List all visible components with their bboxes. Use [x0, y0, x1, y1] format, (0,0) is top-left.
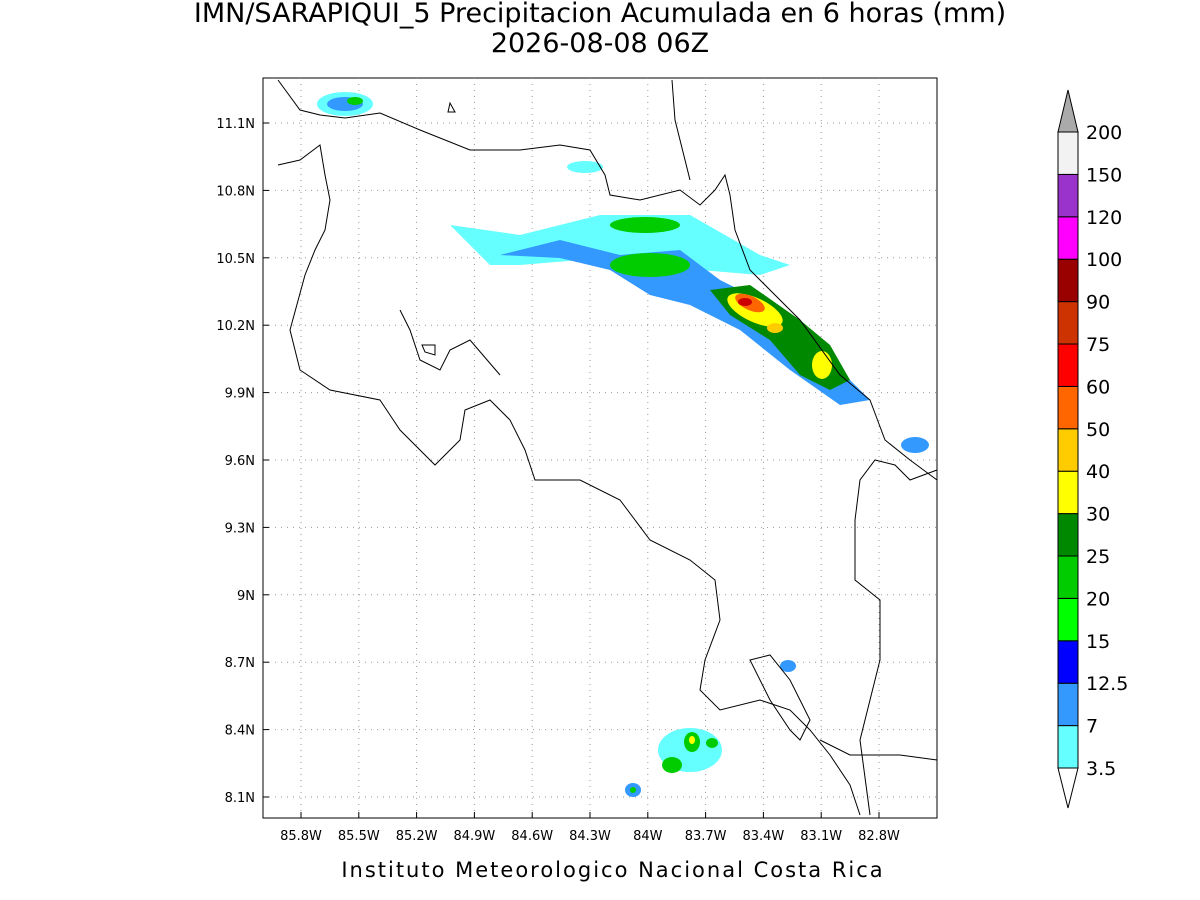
colorbar-under	[1057, 767, 1079, 809]
colorbar-box	[1057, 343, 1079, 387]
x-tick-label: 85.5W	[338, 829, 380, 844]
colorbar-label: 200	[1086, 122, 1122, 144]
colorbar-box	[1057, 216, 1079, 260]
x-tick-label: 85.8W	[280, 829, 322, 844]
precip-area	[780, 660, 796, 672]
colorbar-box	[1057, 640, 1079, 684]
precip-area	[689, 736, 695, 744]
y-tick-label: 11.1N	[216, 117, 255, 132]
precip-area	[738, 298, 752, 306]
x-tick-label: 84W	[633, 829, 663, 844]
precip-area	[630, 787, 636, 793]
map-subtitle: 2026-08-08 06Z	[491, 28, 709, 59]
y-tick-label: 9.9N	[225, 387, 255, 402]
precip-areas	[317, 92, 929, 797]
y-tick-label: 8.4N	[225, 724, 255, 739]
colorbar-label: 7	[1086, 716, 1098, 738]
colorbar-box	[1057, 513, 1079, 557]
precip-area	[901, 437, 929, 453]
x-tick-label: 83.7W	[685, 829, 727, 844]
x-tick-label: 82.8W	[858, 829, 900, 844]
colorbar-label: 40	[1086, 461, 1110, 483]
precip-area	[812, 351, 832, 379]
precip-area	[567, 161, 603, 173]
precip-area	[767, 323, 783, 333]
colorbar-box	[1057, 173, 1079, 218]
plot-area: 85.8W 85.5W 85.2W 84.9W 84.6W 84.3W 84W 83.7W 83…	[216, 77, 938, 844]
colorbar-box	[1057, 131, 1079, 175]
colorbar-box	[1057, 597, 1079, 642]
precip-area	[706, 738, 718, 748]
map-title: IMN/SARAPIQUI_5 Precipitacion Acumulada …	[194, 0, 1006, 29]
y-tick-label: 8.7N	[225, 656, 255, 671]
y-tick-label: 9N	[237, 589, 255, 604]
precip-area	[610, 217, 680, 233]
colorbar-label: 12.5	[1086, 673, 1128, 695]
colorbar-label: 25	[1086, 546, 1110, 568]
y-tick-label: 8.1N	[225, 791, 255, 806]
colorbar: 3.5 7 12.5 15 20 25 30 40 50 60 75 90 100 120 150 200	[1057, 89, 1128, 809]
colorbar-label: 120	[1086, 207, 1122, 229]
colorbar-box	[1057, 470, 1079, 515]
x-tick-label: 83.1W	[800, 829, 842, 844]
colorbar-label: 20	[1086, 588, 1110, 610]
colorbar-box	[1057, 301, 1079, 345]
colorbar-box	[1057, 258, 1079, 303]
x-tick-label: 84.6W	[511, 829, 553, 844]
precip-area	[347, 97, 363, 105]
colorbar-label: 100	[1086, 249, 1122, 271]
y-tick-label: 10.5N	[216, 252, 255, 267]
x-tick-label: 84.9W	[453, 829, 495, 844]
x-tick-label: 85.2W	[396, 829, 438, 844]
colorbar-label: 150	[1086, 164, 1122, 186]
colorbar-box	[1057, 725, 1079, 769]
y-tick-label: 9.6N	[225, 454, 255, 469]
axis-ticks: 85.8W 85.5W 85.2W 84.9W 84.6W 84.3W 84W 83.7W 83…	[216, 117, 900, 844]
colorbar-box	[1057, 385, 1079, 430]
x-tick-label: 83.4W	[742, 829, 784, 844]
colorbar-label: 75	[1086, 334, 1110, 356]
colorbar-label: 90	[1086, 292, 1110, 314]
colorbar-label: 60	[1086, 376, 1110, 398]
colorbar-box	[1057, 428, 1079, 472]
colorbar-label: 30	[1086, 504, 1110, 526]
precip-area	[450, 215, 790, 280]
y-tick-label: 10.8N	[216, 184, 255, 199]
colorbar-label: 3.5	[1086, 758, 1116, 780]
precip-area	[662, 757, 682, 773]
colorbar-over	[1057, 89, 1079, 133]
colorbar-label: 50	[1086, 419, 1110, 441]
coastlines	[277, 79, 938, 816]
colorbar-box	[1057, 682, 1079, 727]
colorbar-label: 15	[1086, 631, 1110, 653]
x-tick-label: 84.3W	[569, 829, 611, 844]
y-tick-label: 10.2N	[216, 319, 255, 334]
footer-credit: Instituto Meteorologico Nacional Costa R…	[341, 858, 884, 882]
precip-area	[610, 253, 690, 277]
map-frame	[262, 77, 938, 819]
colorbar-box	[1057, 555, 1079, 599]
y-tick-label: 9.3N	[225, 521, 255, 536]
